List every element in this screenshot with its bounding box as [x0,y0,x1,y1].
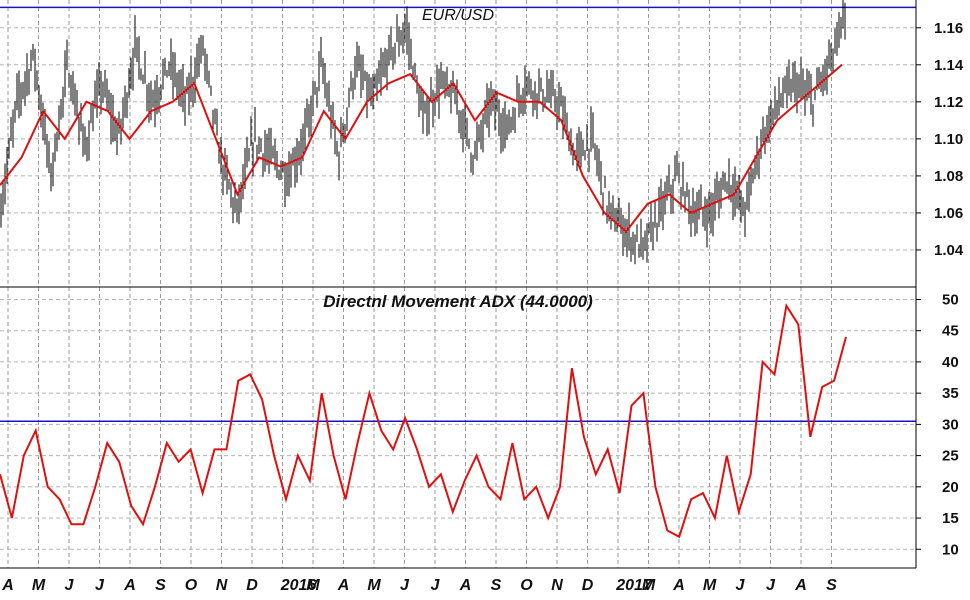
x-tick-label: A [794,577,807,594]
adx-line [0,302,847,539]
adx-y-tick-label: 10 [942,541,959,558]
indicator-lines-layer [0,64,847,539]
frame-layer [0,0,917,569]
x-tick-label: J [736,577,746,594]
adx-y-tick-label: 30 [942,416,959,433]
x-tick-label: N [551,577,563,594]
x-tick-label: M [703,577,717,594]
x-tick-label: A [459,577,472,594]
reference-lines [0,6,916,423]
x-tick-label: J [65,577,75,594]
x-tick-label: S [155,577,166,594]
price-y-tick-label: 1.10 [934,131,963,148]
x-tick-label: S [491,577,502,594]
x-tick-label: N [216,577,228,594]
adx-y-tick-label: 50 [942,291,959,308]
x-tick-label: M [32,577,46,594]
x-tick-label: M [306,577,320,594]
price-y-tick-label: 1.06 [934,205,963,222]
x-tick-label: M [642,577,656,594]
price-y-tick-label: 1.04 [934,242,964,259]
x-tick-label: J [766,577,776,594]
x-tick-label: J [95,577,105,594]
x-tick-label: J [400,577,410,594]
x-tick-label: A [1,577,14,594]
moving-average-line [0,64,843,233]
x-tick-label: A [123,577,136,594]
x-tick-label: D [246,577,258,594]
price-bars-layer [0,0,846,265]
x-tick-label: 2016 [280,577,317,594]
price-y-tick-label: 1.16 [934,20,963,37]
x-tick-label: A [337,577,350,594]
adx-y-tick-label: 20 [942,479,959,496]
x-tick-label: A [672,577,685,594]
x-tick-label: O [185,577,198,594]
adx-y-tick-label: 15 [942,510,959,527]
x-tick-label: O [520,577,533,594]
adx-panel-title: Directnl Movement ADX (44.0000) [323,292,593,311]
x-tick-label: J [431,577,441,594]
adx-y-tick-label: 40 [942,354,959,371]
x-tick-label: S [826,577,837,594]
adx-y-tick-label: 25 [942,448,959,465]
adx-y-tick-label: 45 [942,323,959,340]
grid-layer [0,0,916,568]
price-y-tick-label: 1.14 [934,57,964,74]
x-tick-label: D [582,577,594,594]
price-panel-title: EUR/USD [422,7,494,24]
price-y-tick-label: 1.12 [934,94,963,111]
x-tick-label: 2017 [615,577,653,594]
price-y-tick-label: 1.08 [934,168,963,185]
x-tick-label: M [367,577,381,594]
adx-y-tick-label: 35 [942,385,959,402]
